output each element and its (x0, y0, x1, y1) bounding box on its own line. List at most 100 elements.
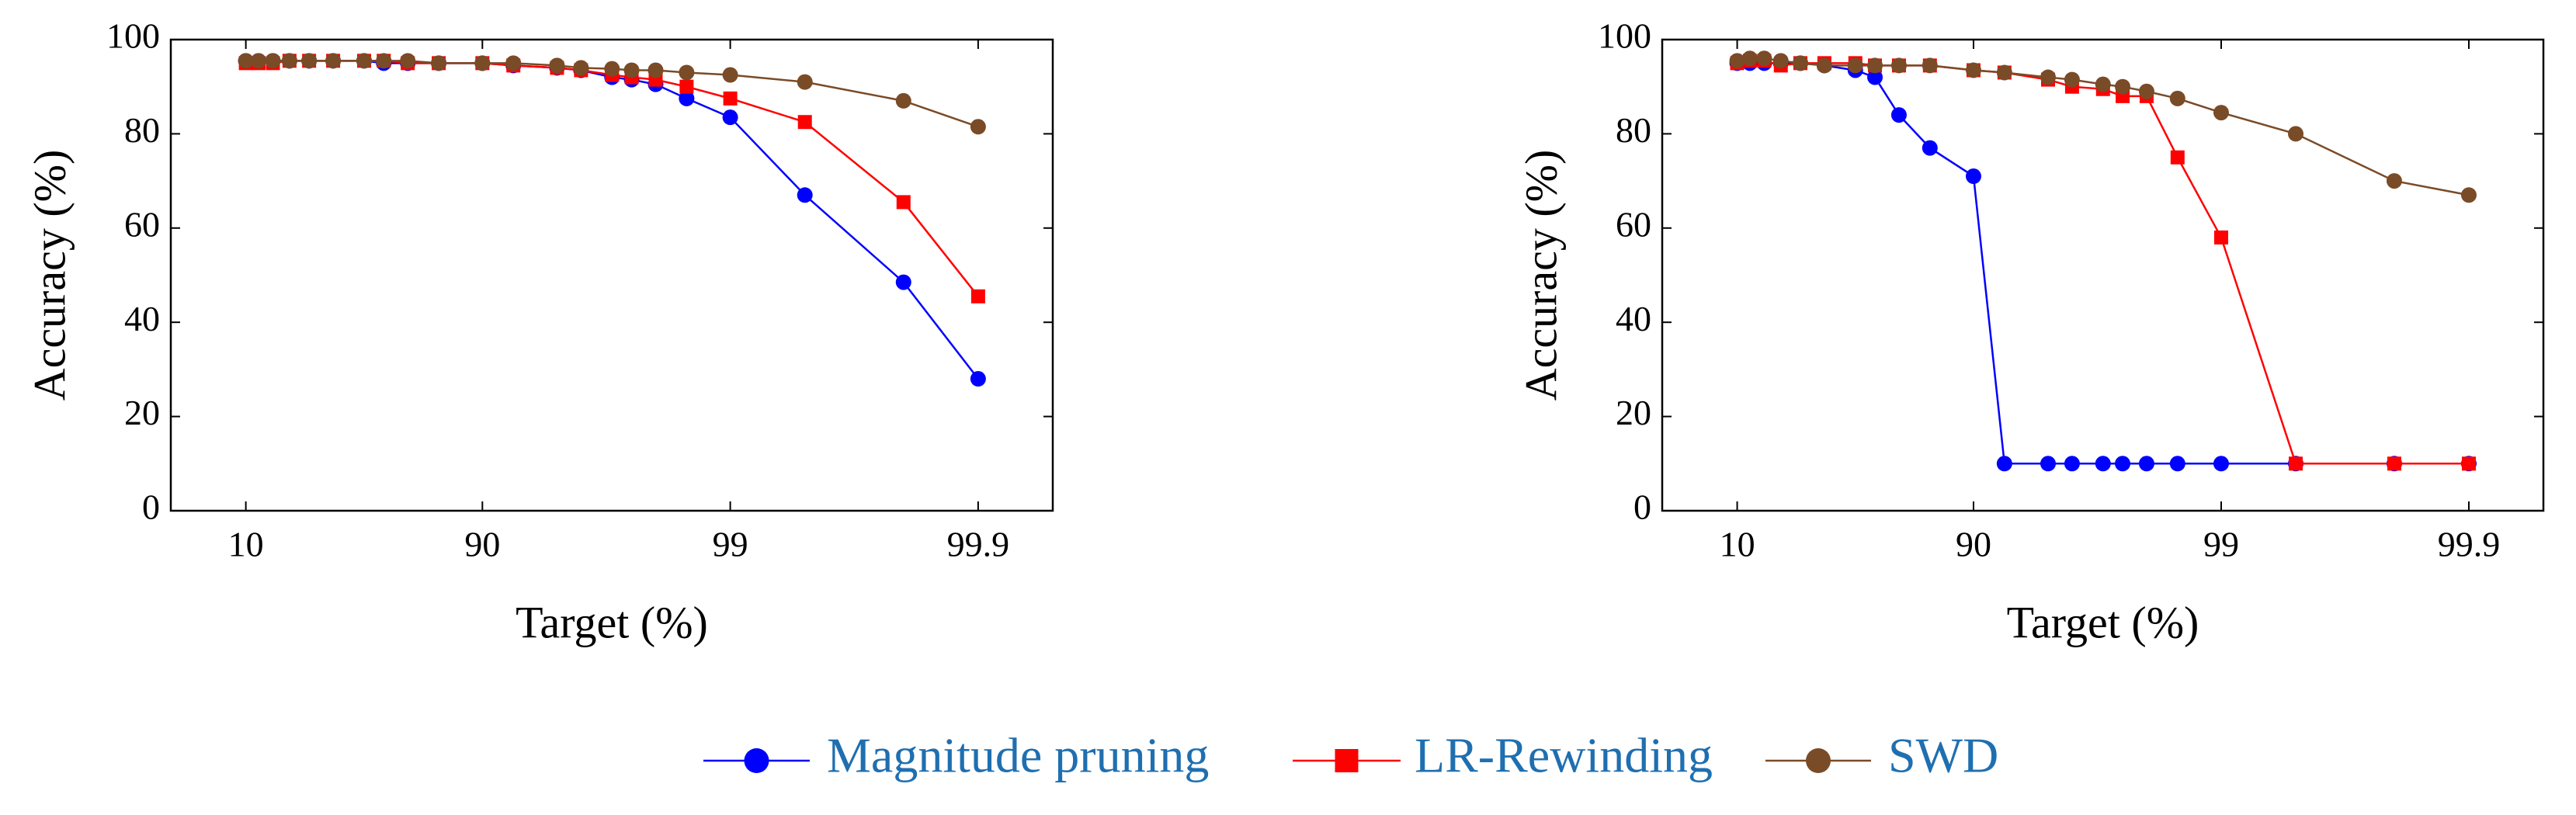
marker (2461, 456, 2476, 471)
marker (2169, 456, 2185, 472)
marker (376, 53, 392, 69)
marker (2213, 456, 2229, 472)
marker (1729, 53, 1745, 69)
marker (505, 55, 522, 71)
marker (2169, 90, 2185, 106)
marker (1772, 53, 1789, 69)
marker (356, 53, 372, 69)
marker (1816, 57, 1832, 74)
marker (797, 74, 813, 90)
marker (2386, 173, 2402, 189)
legend: Magnitude pruning LR-Rewinding SWD (703, 728, 1998, 783)
series-line (245, 60, 979, 297)
y-tick-label: 40 (1616, 299, 1651, 338)
marker (2040, 69, 2056, 85)
marker (679, 90, 695, 106)
marker (647, 62, 664, 78)
marker (2213, 105, 2229, 121)
y-tick-label: 60 (1616, 204, 1651, 244)
marker (474, 55, 491, 71)
marker (325, 53, 342, 69)
x-axis-label: Target (%) (516, 597, 708, 647)
x-tick-label: 90 (1956, 525, 1991, 564)
marker (1867, 57, 1883, 74)
marker (2095, 76, 2111, 92)
marker (2040, 456, 2056, 472)
legend-marker (744, 748, 769, 773)
plot-frame (169, 38, 1054, 512)
marker (2138, 456, 2154, 472)
marker (797, 187, 813, 203)
legend-marker (1806, 748, 1831, 773)
y-axis-label: Accuracy (%) (1515, 150, 1566, 401)
marker (2115, 456, 2131, 472)
y-tick-label: 40 (124, 299, 160, 338)
marker (2095, 456, 2111, 472)
plot-frame (1661, 38, 2545, 512)
x-tick-label: 10 (228, 525, 264, 564)
marker (2213, 230, 2228, 244)
marker (623, 62, 640, 78)
series-line (1737, 57, 2470, 196)
marker (1965, 168, 1981, 185)
y-tick-label: 20 (1616, 393, 1651, 432)
x-tick-label: 99 (2203, 525, 2239, 564)
marker (896, 195, 911, 210)
marker (250, 53, 266, 69)
x-axis-label: Target (%) (2007, 597, 2199, 647)
marker (1996, 456, 2012, 472)
legend-label: Magnitude pruning (827, 728, 1209, 783)
y-tick-label: 100 (106, 16, 160, 56)
y-tick-label: 20 (124, 393, 160, 432)
marker (2288, 456, 2303, 471)
marker (970, 371, 986, 387)
marker (2460, 187, 2477, 203)
marker (1756, 50, 1772, 67)
y-tick-label: 100 (1598, 16, 1651, 56)
marker (573, 60, 589, 76)
y-tick-label: 60 (124, 204, 160, 244)
marker (722, 109, 738, 126)
marker (2064, 456, 2080, 472)
y-tick-label: 0 (142, 487, 160, 527)
marker (1792, 55, 1808, 71)
marker (970, 119, 986, 135)
marker (1922, 140, 1938, 156)
x-tick-label: 10 (1720, 525, 1755, 564)
series-line (245, 60, 979, 380)
marker (797, 115, 812, 130)
y-axis-label: Accuracy (%) (24, 150, 75, 401)
legend-label: LR-Rewinding (1415, 728, 1713, 783)
series-line (245, 60, 979, 128)
y-tick-label: 80 (1616, 110, 1651, 150)
marker (281, 53, 297, 69)
series-line (1737, 60, 2469, 465)
x-tick-label: 99.9 (947, 525, 1010, 564)
marker (2115, 78, 2131, 95)
marker (2170, 150, 2185, 165)
marker (1890, 57, 1907, 74)
marker (1867, 69, 1883, 85)
x-tick-label: 90 (464, 525, 500, 564)
marker (2064, 71, 2080, 88)
legend-marker (1335, 749, 1359, 772)
legend-label: SWD (1888, 728, 1998, 783)
y-tick-label: 0 (1633, 487, 1651, 527)
marker (301, 53, 318, 69)
marker (431, 55, 447, 71)
marker (265, 53, 281, 69)
marker (400, 53, 416, 69)
marker (1965, 62, 1981, 78)
marker (722, 67, 738, 83)
marker (895, 274, 911, 290)
marker (970, 289, 985, 303)
marker (895, 92, 911, 109)
marker (549, 57, 565, 74)
marker (604, 61, 620, 77)
marker (723, 91, 738, 106)
marker (1922, 57, 1938, 74)
marker (1890, 107, 1907, 123)
x-tick-label: 99 (713, 525, 748, 564)
y-tick-label: 80 (124, 110, 160, 150)
